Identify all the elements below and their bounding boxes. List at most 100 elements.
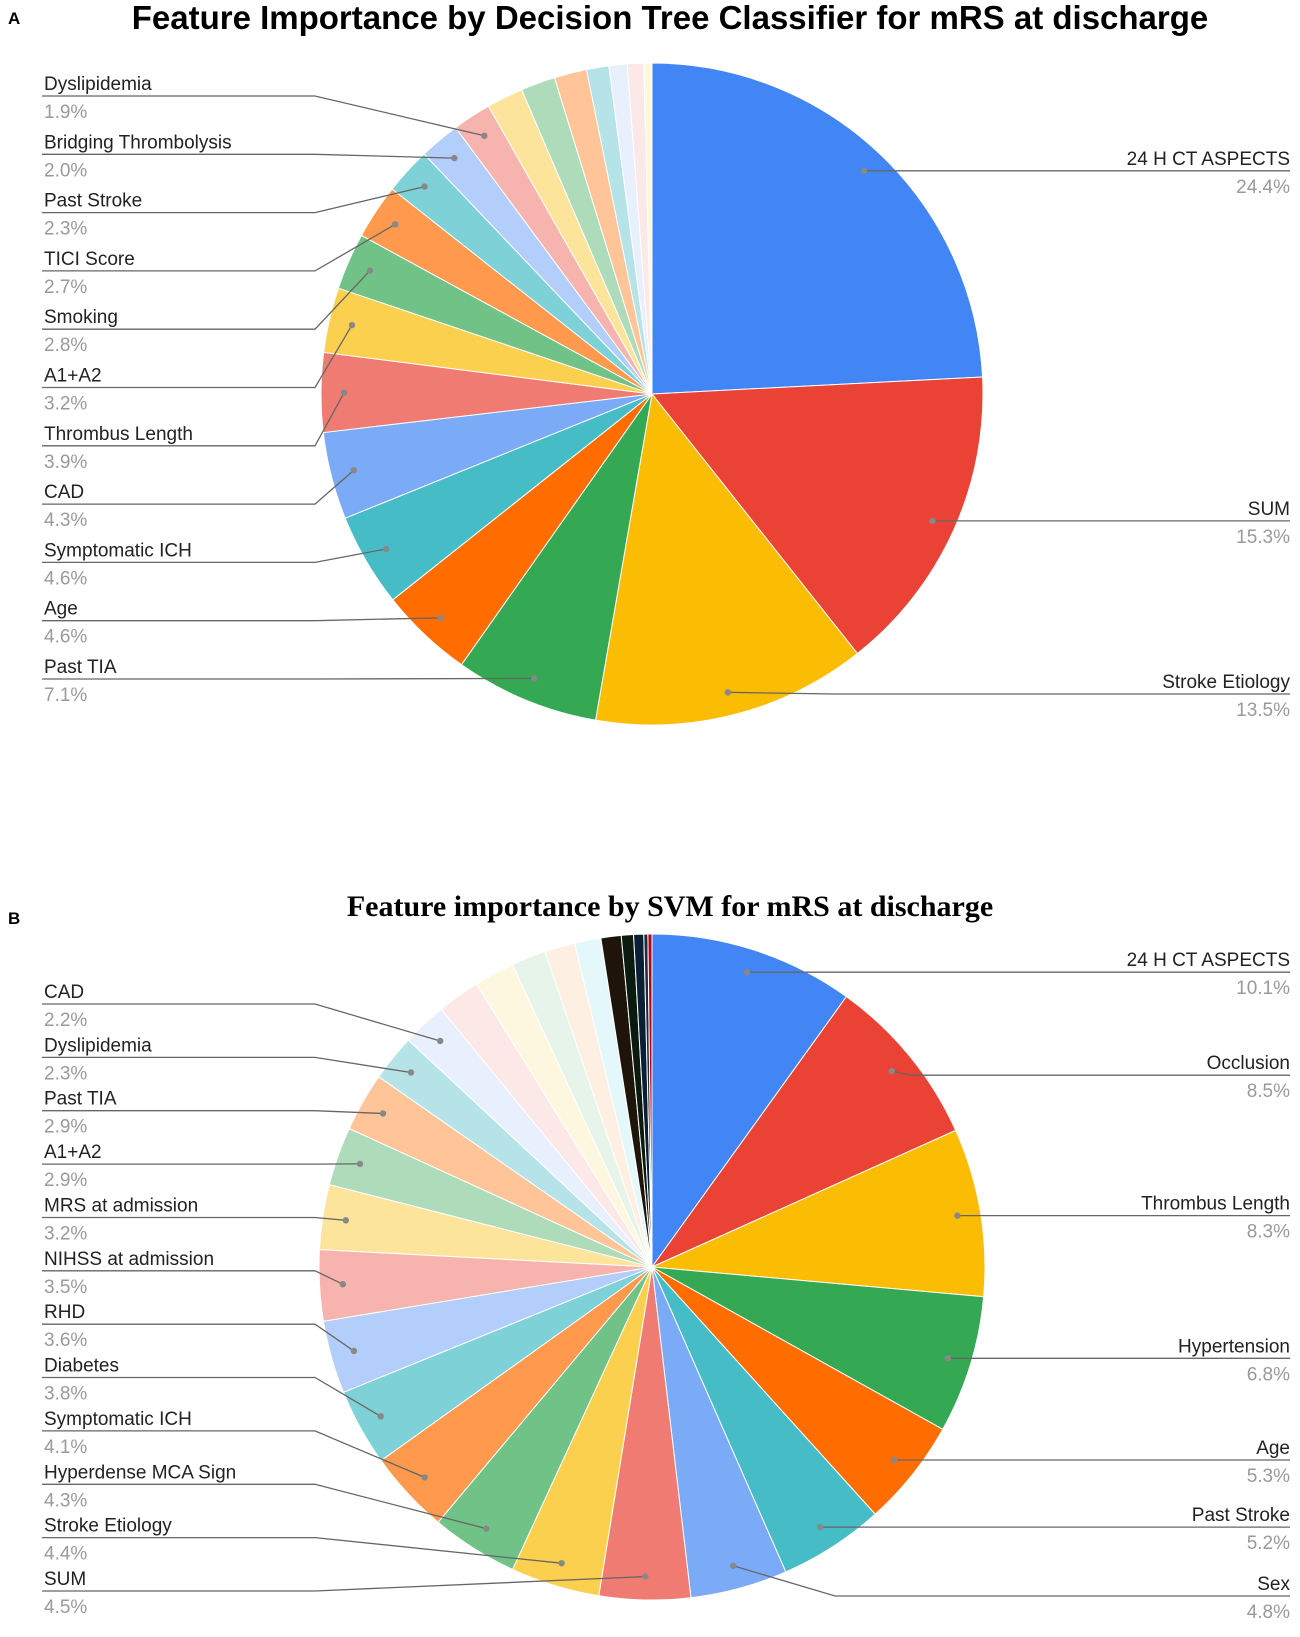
slice-value-label: 24.4%	[1236, 177, 1290, 198]
slice-label: Dyslipidemia	[44, 1035, 152, 1056]
pie-slice-thrombus-length	[650, 1129, 986, 1298]
pie-slice-24-h-ct-aspects	[651, 933, 848, 1269]
slice-label: Smoking	[44, 307, 118, 328]
leader-line	[42, 153, 455, 159]
leader-dot	[437, 1037, 444, 1045]
pie-slice-stroke-etiology	[595, 392, 859, 726]
leader-line	[42, 1056, 412, 1074]
leader-dot	[944, 1355, 952, 1362]
leader-line	[42, 1323, 355, 1352]
leader-line	[42, 617, 441, 622]
leader-dot	[724, 689, 732, 696]
slice-value-label: 8.5%	[1247, 1081, 1290, 1102]
leader-line	[42, 1270, 344, 1285]
leader-line	[42, 95, 485, 137]
leader-dot	[407, 1069, 415, 1076]
leader-line	[42, 223, 396, 272]
leader-dot	[954, 1212, 961, 1219]
slice-label: Hyperdense MCA Sign	[44, 1462, 236, 1483]
leader-line	[42, 324, 353, 389]
leader-dot	[392, 221, 399, 228]
leader-dot	[356, 1160, 364, 1168]
leader-dot	[743, 969, 751, 976]
leader-line	[42, 677, 535, 680]
leader-dot	[350, 1347, 358, 1355]
leader-line	[42, 469, 355, 505]
leader-line	[733, 1565, 1290, 1597]
slice-label: Thrombus Length	[44, 424, 193, 445]
pie-slice-unlabeled	[643, 62, 653, 395]
leader-dot	[366, 267, 374, 274]
leader-dot	[421, 1474, 428, 1481]
slice-label: Age	[44, 599, 78, 620]
slice-label: RHD	[44, 1302, 85, 1323]
leader-line	[42, 1376, 382, 1417]
slice-label: Hypertension	[1178, 1336, 1290, 1357]
leader-dot	[860, 167, 868, 174]
leader-dot	[339, 1281, 346, 1288]
leader-line	[42, 392, 345, 447]
slice-value-label: 3.9%	[44, 452, 87, 473]
slice-label: Age	[1256, 1438, 1290, 1459]
leader-dot	[348, 321, 356, 329]
slice-value-label: 1.9%	[44, 102, 87, 123]
pie-slice-sum	[651, 376, 984, 655]
slice-value-label: 4.4%	[44, 1544, 87, 1565]
leader-dot	[341, 389, 348, 396]
slice-value-label: 15.3%	[1236, 527, 1290, 548]
slice-value-label: 2.8%	[44, 335, 87, 356]
slice-label: Past Stroke	[44, 191, 142, 212]
leader-dot	[382, 545, 390, 553]
slice-label: SUM	[1248, 499, 1290, 520]
slice-value-label: 10.1%	[1236, 978, 1290, 999]
leader-line	[42, 548, 387, 564]
leader-dot	[379, 1110, 387, 1117]
leader-line	[42, 1575, 646, 1592]
slice-label: TICI Score	[44, 249, 135, 270]
slice-value-label: 2.0%	[44, 160, 87, 181]
slice-label: Stroke Etiology	[44, 1516, 172, 1537]
chart-b-title: Feature importance by SVM for mRS at dis…	[347, 890, 993, 923]
pie-slice-past-tia	[460, 393, 653, 721]
leader-dot	[929, 517, 936, 525]
leader-dot	[888, 1067, 895, 1075]
pie-slice-hypertension	[651, 1266, 985, 1431]
slice-value-label: 5.3%	[1247, 1466, 1290, 1487]
slice-label: NIHSS at admission	[44, 1249, 214, 1270]
slice-label: Past Stroke	[1192, 1505, 1290, 1526]
leader-line	[42, 1536, 562, 1564]
slice-label: MRS at admission	[44, 1196, 198, 1217]
slice-label: A1+A2	[44, 1142, 102, 1163]
slice-label: Sex	[1257, 1574, 1290, 1595]
slice-value-label: 2.2%	[44, 1010, 87, 1031]
leader-line	[42, 1216, 346, 1221]
slice-label: Symptomatic ICH	[44, 540, 192, 561]
slice-value-label: 4.1%	[44, 1437, 87, 1458]
leader-dot	[342, 1217, 349, 1224]
slice-value-label: 2.3%	[44, 1063, 87, 1084]
slice-label: Thrombus Length	[1141, 1194, 1290, 1215]
slice-value-label: 4.3%	[44, 510, 87, 531]
slice-value-label: 3.2%	[44, 394, 87, 415]
leader-dot	[531, 675, 538, 682]
leader-line	[42, 185, 425, 214]
pie-slice-occlusion	[650, 995, 957, 1269]
slice-value-label: 5.2%	[1247, 1533, 1290, 1554]
slice-value-label: 4.6%	[44, 627, 87, 648]
leader-dot	[558, 1560, 565, 1567]
leader-dot	[350, 467, 357, 474]
leader-dot	[421, 183, 428, 190]
slice-value-label: 4.8%	[1247, 1602, 1290, 1623]
leader-dot	[642, 1573, 649, 1580]
slice-value-label: 2.3%	[44, 219, 87, 240]
slice-value-label: 4.3%	[44, 1490, 87, 1511]
slice-label: Symptomatic ICH	[44, 1409, 192, 1430]
slice-label: Dyslipidemia	[44, 74, 152, 95]
slice-value-label: 6.8%	[1247, 1364, 1290, 1385]
slice-label: 24 H CT ASPECTS	[1127, 149, 1290, 170]
slice-value-label: 13.5%	[1236, 700, 1290, 721]
slice-label: CAD	[44, 482, 84, 503]
slice-value-label: 3.6%	[44, 1330, 87, 1351]
slice-value-label: 3.2%	[44, 1224, 87, 1245]
leader-line	[42, 1003, 441, 1042]
